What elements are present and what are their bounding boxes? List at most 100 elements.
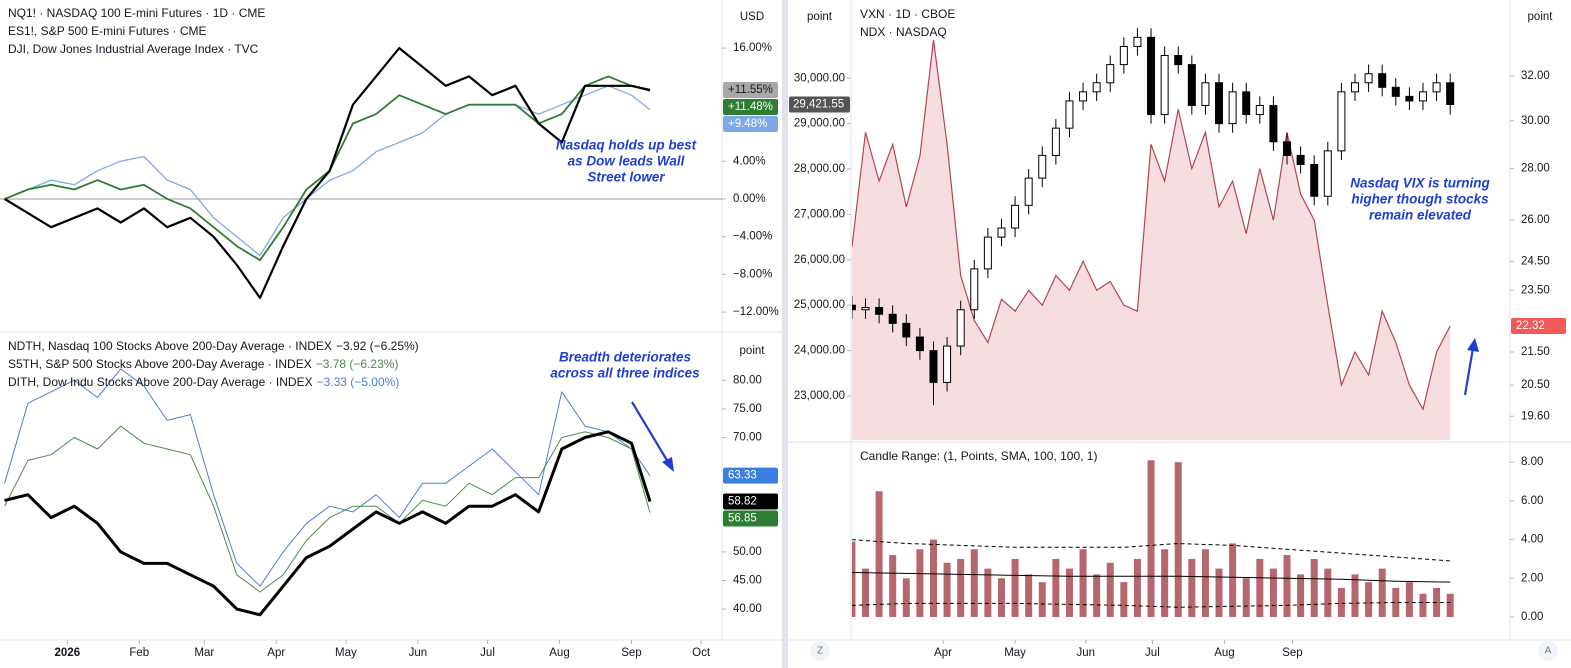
y-tick-label: 26,000.00 <box>794 254 845 266</box>
price-badge <box>1511 318 1566 335</box>
bar <box>984 568 992 617</box>
legend-name: S5TH, S&P 500 Stocks Above 200-Day Avera… <box>8 357 312 371</box>
candle-body <box>956 309 965 347</box>
x-tick-label: Mar <box>194 647 214 659</box>
annotation: Street lower <box>587 170 665 185</box>
button[interactable] <box>810 641 830 661</box>
y-tick-label: 29,000.00 <box>794 118 845 130</box>
legend-entry: DITH, Dow Indu Stocks Above 200-Day Aver… <box>8 375 399 389</box>
series-line <box>4 430 652 617</box>
plot-area <box>852 460 1454 617</box>
y-tick-label: 40.00 <box>733 603 762 615</box>
bar <box>1378 568 1386 617</box>
candle-body <box>875 306 884 315</box>
annotation: across all three indices <box>550 366 700 381</box>
candle-body <box>1269 104 1278 143</box>
legend-name: NDX · NASDAQ <box>860 25 947 39</box>
price-badge-label: 22.32 <box>1516 320 1545 332</box>
y-tick-label: 75.00 <box>733 403 762 415</box>
band-line <box>852 539 1451 562</box>
legend-name: DJI, Dow Jones Industrial Average Index … <box>8 42 259 56</box>
plot-area <box>0 47 722 299</box>
candle-body <box>1337 91 1346 152</box>
x-tick-label: Aug <box>1214 647 1234 659</box>
series-line <box>4 368 651 587</box>
y-tick-label: 20.50 <box>1521 379 1550 391</box>
price-badge-label: 58.82 <box>728 496 757 508</box>
candle-body <box>1296 154 1305 165</box>
bar <box>1215 568 1223 617</box>
legend-name: NDTH, Nasdaq 100 Stocks Above 200-Day Av… <box>8 339 332 353</box>
bar <box>1405 582 1413 617</box>
legend-change: −3.78 (−6.23%) <box>316 357 399 371</box>
candle-body <box>1283 141 1292 156</box>
area-line <box>852 39 1451 411</box>
y-tick-label: 23.50 <box>1521 284 1550 296</box>
area-fill <box>852 40 1451 440</box>
bar <box>997 578 1005 617</box>
legend-name: ES1!, S&P 500 E-mini Futures · CME <box>8 24 207 38</box>
bar <box>1297 574 1305 617</box>
bar <box>1161 549 1169 617</box>
y-tick-label: 16.00% <box>733 42 772 54</box>
candle-body <box>1051 127 1060 156</box>
x-tick-label: Jul <box>480 647 495 659</box>
price-badge <box>723 493 778 510</box>
button-label[interactable]: Z <box>817 646 823 657</box>
candle-body <box>929 350 938 383</box>
legend-name: VXN · 1D · CBOE <box>860 7 955 21</box>
x-tick-label: May <box>335 647 357 659</box>
axis-unit: point <box>740 345 766 357</box>
legend-entry: NDX · NASDAQ <box>860 25 947 39</box>
candle-body <box>1079 91 1088 102</box>
average-line <box>852 572 1451 583</box>
x-tick-label: Feb <box>129 647 149 659</box>
legend-entry: VXN · 1D · CBOE <box>860 7 955 21</box>
y-tick-label: 25,000.00 <box>794 299 845 311</box>
bar <box>1337 587 1345 617</box>
price-badge-label: 29,421.55 <box>793 99 844 111</box>
plot-area <box>4 368 652 617</box>
annotation: remain elevated <box>1369 208 1472 223</box>
bar <box>1120 582 1128 617</box>
price-badge-label: +11.55% <box>728 84 773 96</box>
candle-body <box>1418 91 1427 102</box>
candle-body <box>1119 45 1128 66</box>
bar <box>1106 562 1114 617</box>
button[interactable] <box>1538 641 1558 661</box>
bar <box>889 555 897 617</box>
legend-name: NQ1! · NASDAQ 100 E-mini Futures · 1D · … <box>8 6 265 20</box>
arrow-head <box>1467 338 1479 352</box>
candle-body <box>983 236 992 270</box>
y-tick-label: 19.60 <box>1521 410 1550 422</box>
y-tick-label: 24.50 <box>1521 255 1550 267</box>
bar <box>875 491 883 617</box>
bar <box>929 539 937 617</box>
annotation: as Dow leads Wall <box>568 154 685 169</box>
y-tick-label: 8.00 <box>1521 456 1543 468</box>
annotation: Nasdaq holds up best <box>556 138 697 153</box>
series-line <box>4 85 651 257</box>
arrow-head <box>662 457 674 472</box>
annotation: Nasdaq VIX is turning <box>1350 176 1490 191</box>
bar <box>916 549 924 617</box>
bar <box>902 578 910 617</box>
candle-body <box>1391 86 1400 97</box>
y-tick-label: 23,000.00 <box>794 390 845 402</box>
x-tick-label: Oct <box>692 647 711 659</box>
y-tick-label: 70.00 <box>733 432 762 444</box>
y-tick-label: 0.00 <box>1521 611 1543 623</box>
y-tick-label: 45.00 <box>733 575 762 587</box>
candle-body <box>943 345 952 383</box>
legend-change: −3.33 (−5.00%) <box>317 375 400 389</box>
candle-body <box>1174 55 1183 66</box>
candle-body <box>1201 82 1210 106</box>
y-tick-label: 50.00 <box>733 546 762 558</box>
axis-unit: point <box>807 11 833 23</box>
x-tick-label: Apr <box>267 647 285 659</box>
button-label[interactable]: A <box>1545 646 1552 657</box>
candle-body <box>1432 82 1441 93</box>
legend-entry: DJI, Dow Jones Industrial Average Index … <box>8 42 259 56</box>
bar <box>1392 587 1400 617</box>
